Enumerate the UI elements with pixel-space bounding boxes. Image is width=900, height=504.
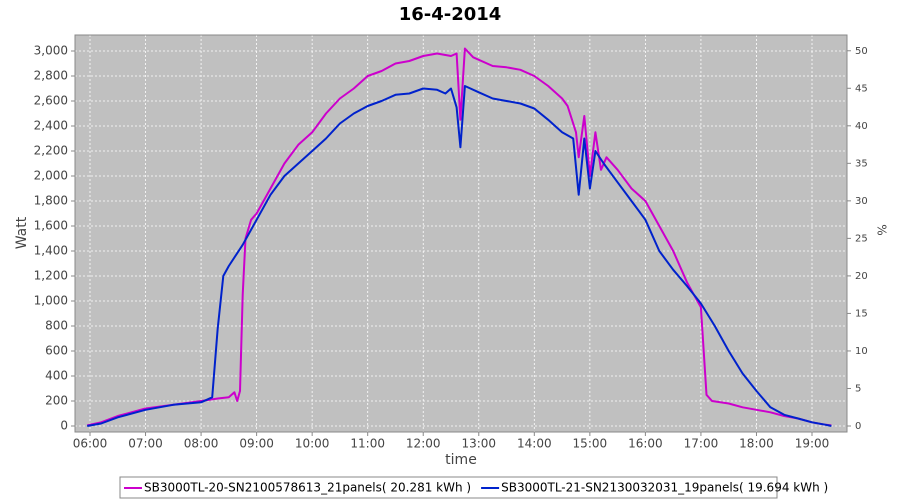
y2-tick-label: 35 [855, 158, 868, 169]
legend [119, 476, 778, 499]
y2-tick-label: 0 [855, 421, 861, 432]
x-tick-label: 17:00 [684, 437, 719, 451]
chart-title: 16-4-2014 [399, 4, 502, 25]
x-tick-label: 06:00 [73, 437, 108, 451]
y-tick-label: 600 [45, 344, 68, 358]
y-tick-label: 2,000 [34, 169, 68, 183]
series-line [87, 85, 832, 427]
y2-tick-label: 40 [855, 121, 868, 132]
y-tick-label: 2,200 [34, 144, 68, 158]
y2-tick-label: 50 [855, 46, 868, 57]
y2-tick-label: 20 [855, 271, 868, 282]
legend-label: SB3000TL-21-SN2130032031_19panels( 19.69… [501, 481, 828, 495]
y2-axis-title: % [875, 224, 889, 235]
y2-tick-label: 10 [855, 346, 868, 357]
y-tick-label: 200 [45, 394, 68, 408]
y-tick-label: 0 [60, 419, 68, 433]
x-tick-label: 18:00 [739, 437, 774, 451]
legend-label: SB3000TL-20-SN2100578613_21panels( 20.28… [144, 481, 471, 495]
y-tick-label: 800 [45, 319, 68, 333]
plot-border [74, 34, 848, 433]
x-tick-label: 12:00 [406, 437, 441, 451]
y-tick-label: 2,600 [34, 94, 68, 108]
x-tick-label: 08:00 [184, 437, 219, 451]
y-tick-label: 2,800 [34, 69, 68, 83]
x-axis-title: time [445, 452, 477, 468]
x-tick-label: 19:00 [795, 437, 830, 451]
y-tick-label: 3,000 [34, 44, 68, 58]
x-tick-label: 09:00 [239, 437, 274, 451]
y2-tick-label: 45 [855, 83, 868, 94]
x-tick-label: 14:00 [517, 437, 552, 451]
x-tick-label: 16:00 [628, 437, 663, 451]
y-tick-label: 1,400 [34, 244, 68, 258]
y-tick-label: 1,600 [34, 219, 68, 233]
x-tick-label: 07:00 [128, 437, 163, 451]
y-tick-label: 1,800 [34, 194, 68, 208]
x-tick-label: 15:00 [573, 437, 608, 451]
y-tick-label: 2,400 [34, 119, 68, 133]
x-tick-label: 11:00 [350, 437, 385, 451]
x-tick-label: 13:00 [461, 437, 496, 451]
y-tick-label: 1,200 [34, 269, 68, 283]
y-tick-label: 400 [45, 369, 68, 383]
y-tick-label: 1,000 [34, 294, 68, 308]
y-axis-title: Watt [14, 216, 30, 249]
y2-tick-label: 25 [855, 233, 868, 244]
series-line [86, 47, 832, 427]
y2-tick-label: 15 [855, 308, 868, 319]
x-tick-label: 10:00 [295, 437, 330, 451]
y2-tick-label: 5 [855, 383, 861, 394]
y2-tick-label: 30 [855, 196, 868, 207]
